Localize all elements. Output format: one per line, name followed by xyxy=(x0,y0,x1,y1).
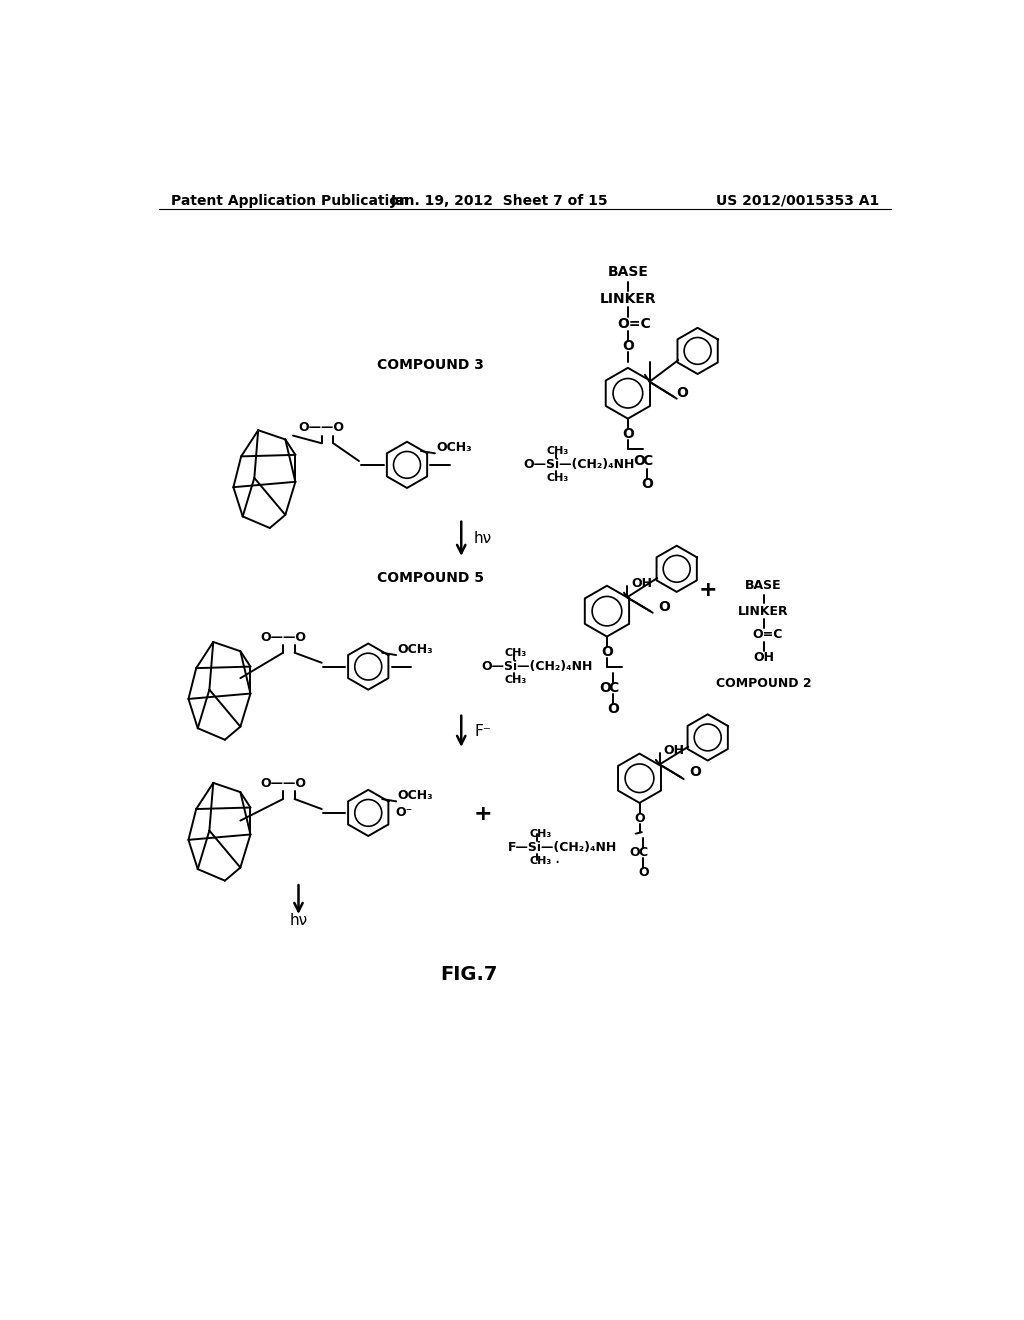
Text: C: C xyxy=(639,846,648,859)
Text: O: O xyxy=(622,428,634,441)
Text: O: O xyxy=(676,387,688,400)
Text: CH₃: CH₃ xyxy=(529,855,552,866)
Text: O: O xyxy=(630,846,640,859)
Text: C: C xyxy=(608,681,618,696)
Text: CH₃: CH₃ xyxy=(529,829,552,838)
Text: O——O: O——O xyxy=(260,777,306,791)
Text: O: O xyxy=(599,681,611,696)
Text: COMPOUND 3: COMPOUND 3 xyxy=(377,358,483,372)
Text: O——O: O——O xyxy=(260,631,306,644)
Text: Jan. 19, 2012  Sheet 7 of 15: Jan. 19, 2012 Sheet 7 of 15 xyxy=(391,194,609,207)
Text: LINKER: LINKER xyxy=(600,292,656,305)
Text: hν: hν xyxy=(290,913,307,928)
Text: O: O xyxy=(658,599,670,614)
Text: CH₃: CH₃ xyxy=(547,446,568,455)
Text: CH₃: CH₃ xyxy=(505,648,527,657)
Text: OH: OH xyxy=(664,744,684,758)
Text: OH: OH xyxy=(631,577,652,590)
Text: BASE: BASE xyxy=(745,579,781,593)
Text: LINKER: LINKER xyxy=(738,605,788,618)
Text: O—Si—(CH₂)₄NH: O—Si—(CH₂)₄NH xyxy=(523,458,635,471)
Text: BASE: BASE xyxy=(607,265,648,280)
Text: COMPOUND 2: COMPOUND 2 xyxy=(716,677,811,690)
Text: CH₃: CH₃ xyxy=(547,473,568,483)
Text: OH: OH xyxy=(753,651,774,664)
Text: OCH₃: OCH₃ xyxy=(436,441,472,454)
Text: O=C: O=C xyxy=(753,628,783,640)
Text: Patent Application Publication: Patent Application Publication xyxy=(171,194,409,207)
Text: C: C xyxy=(642,454,652,469)
Text: O⁻: O⁻ xyxy=(395,807,413,820)
Text: ·: · xyxy=(554,854,559,873)
Text: +: + xyxy=(474,804,493,825)
Text: O: O xyxy=(638,866,648,879)
Text: OCH₃: OCH₃ xyxy=(397,789,433,803)
Text: O: O xyxy=(641,477,653,491)
Text: CH₃: CH₃ xyxy=(505,675,527,685)
Text: O——O: O——O xyxy=(299,421,345,434)
Text: F⁻: F⁻ xyxy=(474,723,492,739)
Text: hν: hν xyxy=(474,531,492,546)
Text: O: O xyxy=(634,454,645,469)
Text: US 2012/0015353 A1: US 2012/0015353 A1 xyxy=(717,194,880,207)
Text: O: O xyxy=(607,702,620,715)
Text: O=C: O=C xyxy=(617,317,651,331)
Text: F—Si—(CH₂)₄NH: F—Si—(CH₂)₄NH xyxy=(508,841,617,854)
Text: O: O xyxy=(689,766,701,779)
Text: O—Si—(CH₂)₄NH: O—Si—(CH₂)₄NH xyxy=(481,660,593,673)
Text: OCH₃: OCH₃ xyxy=(397,643,433,656)
Text: +: + xyxy=(698,579,717,599)
Text: O: O xyxy=(622,339,634,354)
Text: COMPOUND 5: COMPOUND 5 xyxy=(377,572,483,585)
Text: FIG.7: FIG.7 xyxy=(440,965,498,985)
Text: O: O xyxy=(601,645,613,659)
Text: O: O xyxy=(634,812,645,825)
